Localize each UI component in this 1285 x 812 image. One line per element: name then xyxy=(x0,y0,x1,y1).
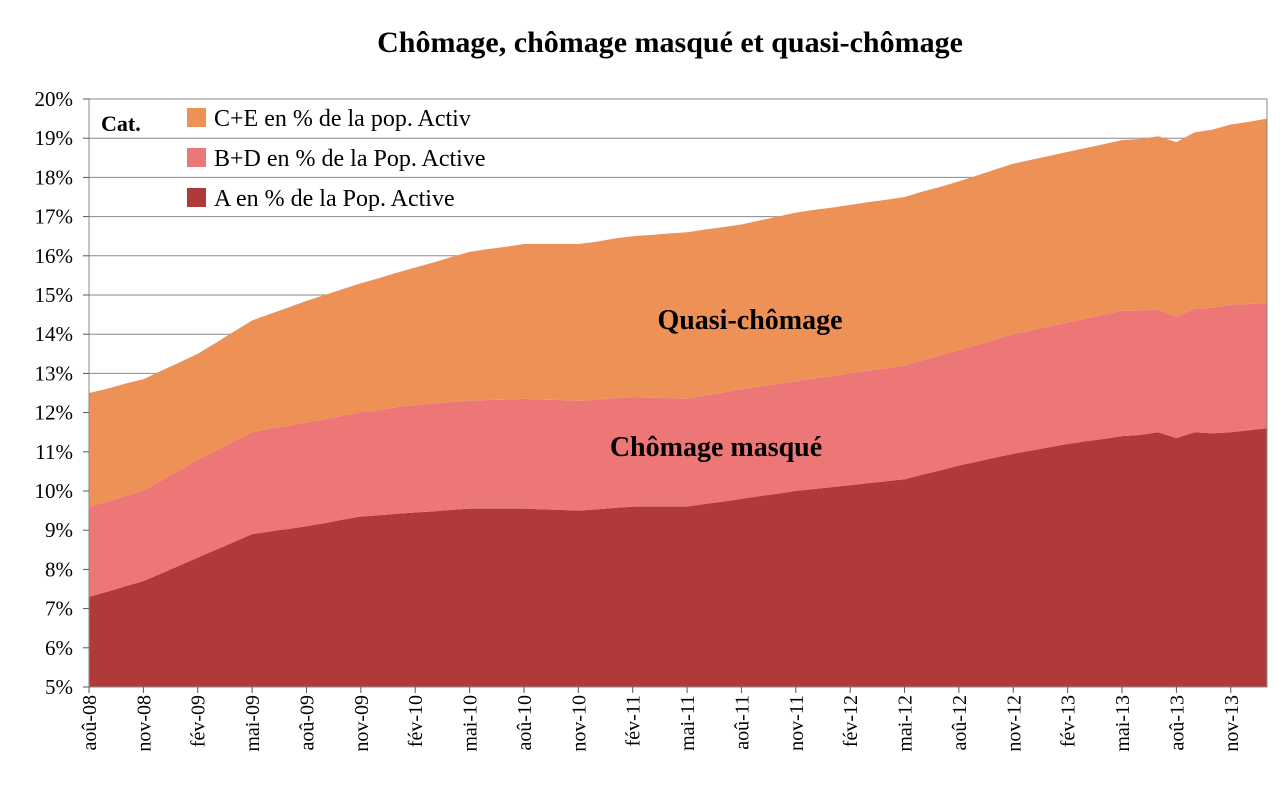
x-tick-label: mai-12 xyxy=(895,695,917,752)
x-tick-label: mai-09 xyxy=(242,695,264,752)
legend-swatch xyxy=(187,148,206,167)
x-tick-label: fév-12 xyxy=(840,695,862,747)
x-tick-label: aoû-08 xyxy=(79,695,101,751)
y-tick-label: 5% xyxy=(45,675,73,699)
x-tick-label: fév-11 xyxy=(623,695,645,746)
y-tick-label: 17% xyxy=(35,205,74,229)
x-tick-label: mai-10 xyxy=(460,695,482,752)
annotation: Chômage masqué xyxy=(610,432,822,463)
annotation: Quasi-chômage xyxy=(657,305,842,336)
y-tick-label: 13% xyxy=(35,361,74,385)
legend-label: C+E en % de la pop. Activ xyxy=(214,106,471,132)
y-tick-label: 18% xyxy=(35,165,74,189)
y-tick-label: 12% xyxy=(35,401,74,425)
x-tick-label: nov-11 xyxy=(786,695,808,751)
y-tick-label: 14% xyxy=(35,322,74,346)
y-tick-label: 19% xyxy=(35,126,74,150)
y-tick-label: 9% xyxy=(45,518,73,542)
y-tick-label: 15% xyxy=(35,283,74,307)
x-tick-label: nov-10 xyxy=(568,695,590,752)
area xyxy=(89,428,1267,687)
chart-title: Chômage, chômage masqué et quasi-chômage xyxy=(377,26,963,59)
x-tick-label: aoû-11 xyxy=(731,695,753,750)
x-tick-label: nov-13 xyxy=(1221,695,1243,752)
legend-swatch xyxy=(187,188,206,207)
x-tick-label: fév-09 xyxy=(188,695,210,747)
x-tick-label: fév-10 xyxy=(405,695,427,747)
x-tick-label: nov-08 xyxy=(133,695,155,752)
y-tick-label: 7% xyxy=(45,597,73,621)
x-tick-label: aoû-10 xyxy=(514,695,536,751)
y-tick-label: 16% xyxy=(35,244,74,268)
legend-label: A en % de la Pop. Active xyxy=(214,186,455,212)
area xyxy=(89,118,1267,507)
x-tick-label: mai-11 xyxy=(677,695,699,751)
y-tick-label: 11% xyxy=(35,440,73,464)
legend-title: Cat. xyxy=(101,111,141,136)
areas xyxy=(89,118,1267,687)
y-tick-label: 6% xyxy=(45,636,73,660)
area xyxy=(89,302,1267,597)
y-tick-label: 20% xyxy=(35,87,74,111)
x-tick-label: nov-12 xyxy=(1003,695,1025,752)
y-tick-label: 10% xyxy=(35,479,74,503)
x-tick-label: nov-09 xyxy=(351,695,373,752)
x-tick-label: aoû-13 xyxy=(1166,695,1188,751)
legend-label: B+D en % de la Pop. Active xyxy=(214,146,486,172)
legend-swatch xyxy=(187,108,206,127)
x-tick-label: aoû-12 xyxy=(949,695,971,751)
x-tick-label: aoû-09 xyxy=(296,695,318,751)
x-tick-label: fév-13 xyxy=(1058,695,1080,747)
x-tick-label: mai-13 xyxy=(1112,695,1134,752)
plot-border xyxy=(88,98,1268,688)
y-tick-label: 8% xyxy=(45,557,73,581)
